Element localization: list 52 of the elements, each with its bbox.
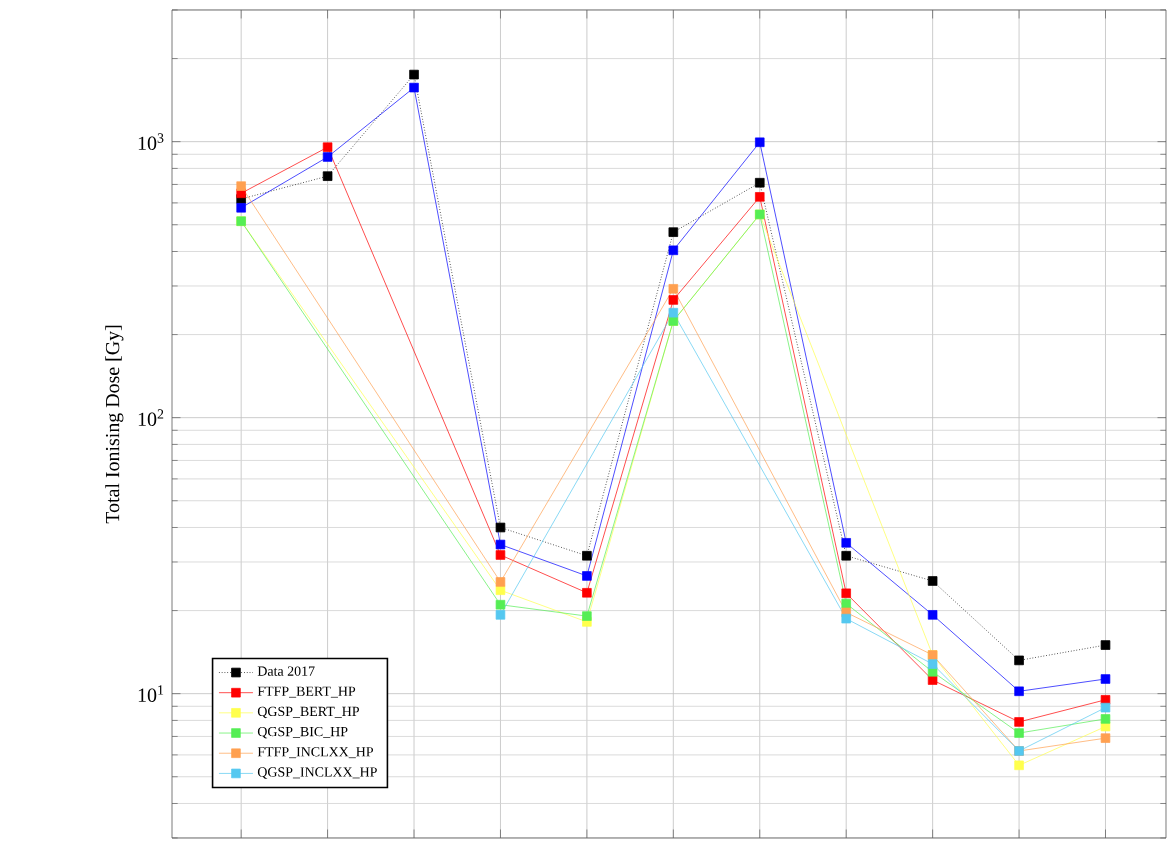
point [1100,640,1111,650]
point [1100,733,1111,744]
point [409,69,419,80]
y-tick-label: 10$^{2}$ [138,409,164,427]
y-axis-title: Total Ionising Dose [Gy] [105,325,124,524]
point [495,577,506,587]
y-tick-label: 10$^{3}$ [138,133,164,151]
point [582,571,592,581]
point [841,614,851,624]
point [236,203,246,213]
point [668,295,679,305]
point [668,284,679,294]
point [495,550,506,560]
point [1014,728,1024,738]
point [927,675,938,685]
point [668,245,679,256]
point [1100,674,1111,684]
point [927,667,938,677]
point [1100,714,1111,724]
point [1014,655,1024,666]
point [841,599,851,609]
point [582,551,592,561]
point [409,83,419,93]
point [582,588,592,598]
point [927,576,938,586]
point [236,181,246,192]
point [754,178,765,188]
point [495,522,506,533]
point [495,585,506,596]
point [755,192,765,202]
point [582,611,592,621]
point [495,539,506,550]
point [322,152,333,162]
point [755,137,765,148]
point [927,610,938,620]
y-tick-label: 10$^{1}$ [138,685,164,703]
point [668,308,679,318]
point [1100,721,1111,732]
point [1100,703,1111,713]
point [322,142,333,153]
point [1014,686,1024,697]
point [927,659,938,669]
point [1014,717,1024,727]
point [841,588,851,599]
point [495,610,506,620]
point [841,538,851,548]
point [495,600,506,610]
point [1014,760,1024,771]
point [322,171,333,182]
point [841,551,851,561]
point [668,227,679,238]
point [1100,695,1111,705]
